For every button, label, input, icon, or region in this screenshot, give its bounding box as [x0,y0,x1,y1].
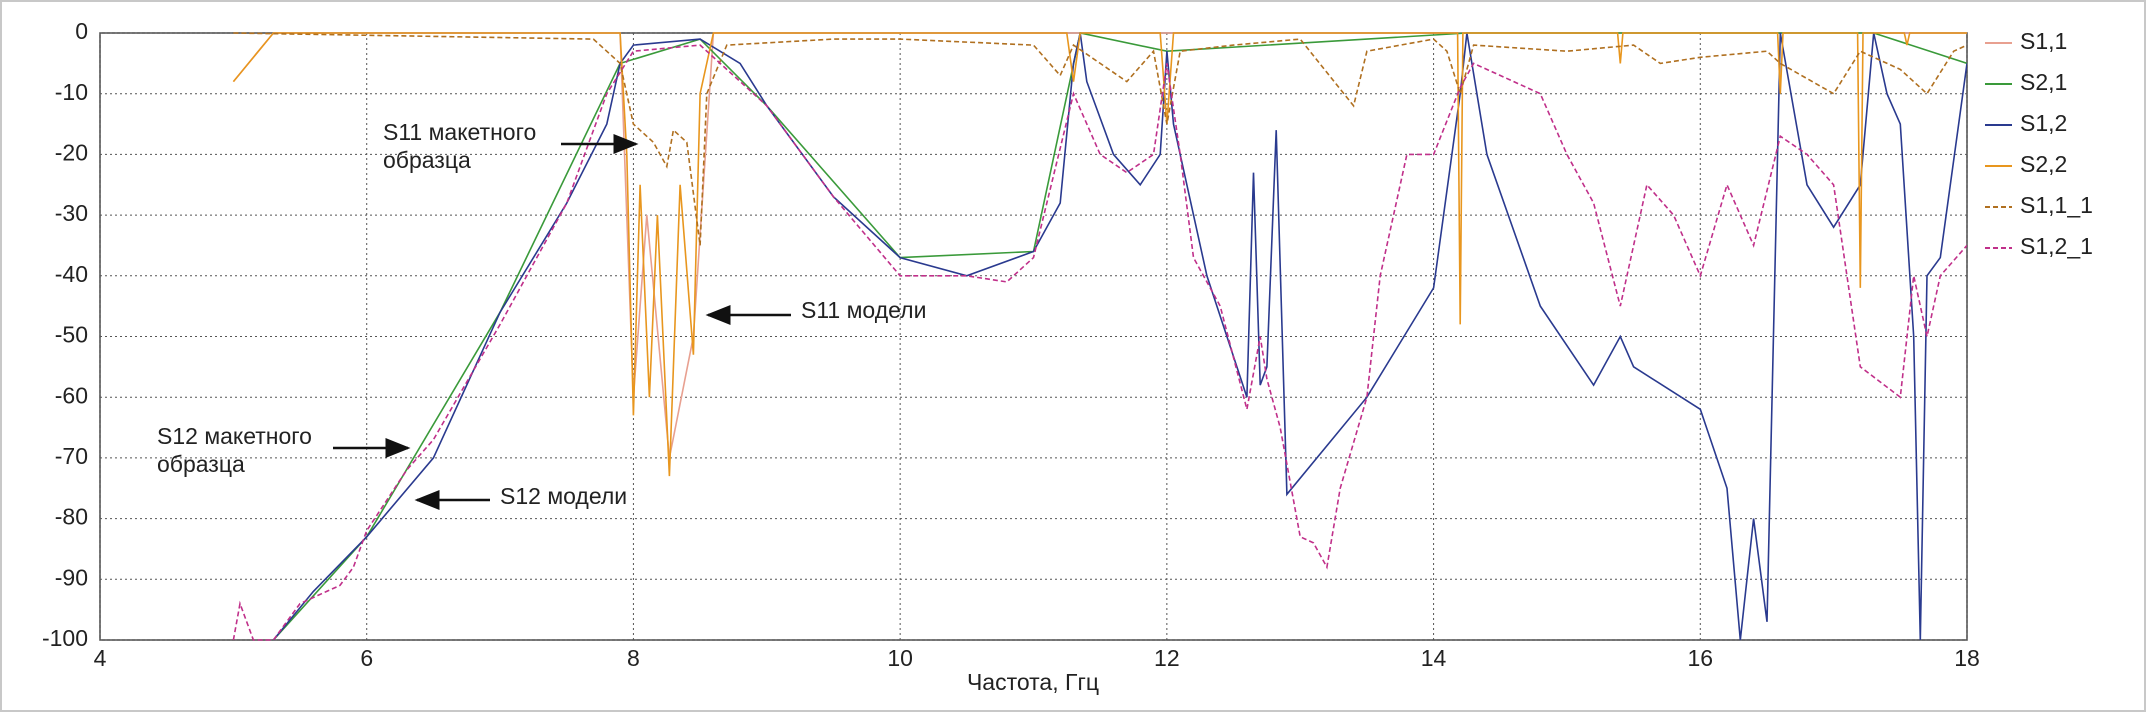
y-tick-label: -100 [42,625,88,651]
y-tick-label: -80 [55,504,88,530]
legend-label: S2,2 [2020,151,2067,177]
legend-label: S2,1 [2020,69,2067,95]
y-tick-label: -90 [55,564,88,590]
x-tick-label: 18 [1954,645,1980,671]
x-tick-label: 14 [1421,645,1447,671]
annotation: S11 модели [801,297,926,323]
x-tick-label: 16 [1687,645,1713,671]
annotation: S11 макетного [383,119,536,145]
y-tick-label: -70 [55,443,88,469]
y-tick-label: -30 [55,200,88,226]
y-tick-label: -10 [55,79,88,105]
plot-lines [232,32,1967,641]
series-line [272,32,1967,641]
y-tick-label: -20 [55,139,88,165]
series-line [232,44,1967,641]
annotation: образца [157,451,245,477]
legend-label: S1,2 [2020,110,2067,136]
x-tick-label: 8 [627,645,640,671]
series-line [233,32,1967,246]
legend-label: S1,1_1 [2020,192,2093,218]
y-tick-label: 0 [75,18,88,44]
y-tick-label: -60 [55,382,88,408]
annotation: S12 модели [500,483,627,509]
legend-label: S1,1 [2020,28,2067,54]
annotation: S12 макетного [157,423,312,449]
x-tick-label: 6 [360,645,373,671]
legend-label: S1,2_1 [2020,233,2093,259]
x-axis-label: Частота, Ггц [967,669,1099,695]
x-tick-label: 4 [94,645,107,671]
y-tick-label: -40 [55,261,88,287]
x-tick-label: 10 [887,645,913,671]
annotation: образца [383,147,471,173]
y-tick-label: -50 [55,322,88,348]
x-tick-label: 12 [1154,645,1180,671]
